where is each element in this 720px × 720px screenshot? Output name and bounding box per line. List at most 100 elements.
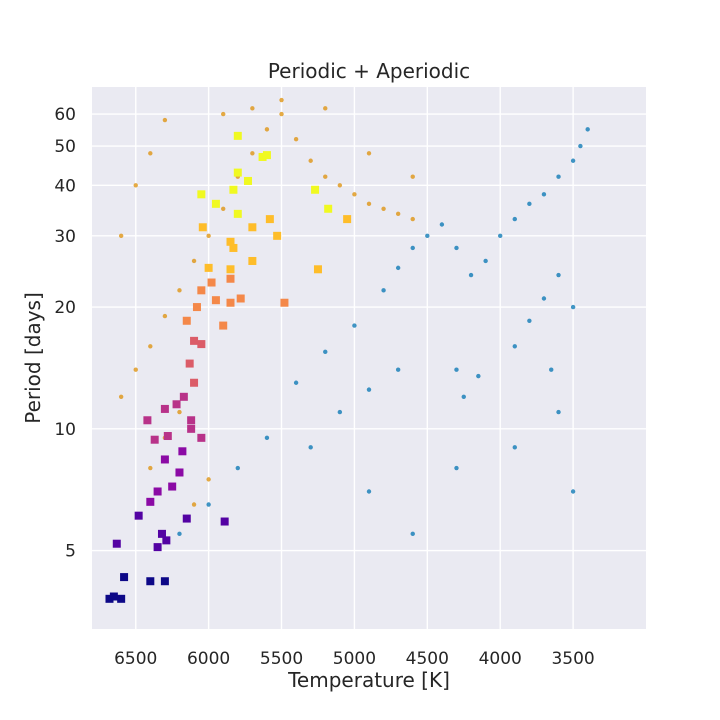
star-marker-square [226, 298, 235, 307]
x-tick-label: 5000 [333, 649, 376, 669]
aperiodic-point [549, 367, 554, 372]
data-points [105, 97, 590, 603]
periodic-point [177, 409, 182, 415]
y-tick-label: 5 [65, 542, 76, 562]
star-marker-square [182, 514, 191, 523]
aperiodic-point [570, 158, 576, 163]
aperiodic-point [570, 304, 576, 310]
star-marker-square [324, 204, 333, 213]
periodic-point [148, 465, 153, 471]
star-marker-square [343, 215, 352, 224]
star-marker-square [190, 378, 199, 387]
periodic-point [191, 258, 197, 264]
periodic-point [221, 111, 226, 117]
aperiodic-point [483, 258, 488, 264]
periodic-point [293, 137, 299, 142]
star-marker-square [105, 594, 114, 603]
y-axis-label: Period [days] [21, 292, 45, 424]
periodic-point [250, 151, 255, 156]
aperiodic-point [425, 233, 430, 239]
aperiodic-point [454, 245, 459, 251]
aperiodic-point [570, 489, 576, 494]
star-marker-square [153, 487, 162, 496]
periodic-point [162, 313, 168, 319]
star-marker-square [112, 539, 121, 548]
aperiodic-point [410, 531, 415, 537]
periodic-point [352, 192, 357, 197]
star-marker-square [117, 594, 126, 603]
x-tick-labels: 6500 6000 5500 5000 4500 4000 3500 [114, 649, 595, 669]
chart-title: Periodic + Aperiodic [268, 59, 470, 83]
x-tick-label: 6500 [114, 649, 157, 669]
star-marker-square [146, 577, 155, 586]
star-marker-square [211, 296, 220, 305]
star-marker-square [187, 424, 196, 433]
star-marker-square [233, 168, 242, 177]
star-marker-square [211, 199, 220, 208]
aperiodic-point [337, 409, 343, 415]
star-marker-square [311, 185, 320, 194]
periodic-point [133, 183, 138, 188]
periodic-point [191, 502, 197, 507]
aperiodic-point [468, 272, 474, 278]
star-marker-square [143, 416, 152, 425]
aperiodic-point [206, 502, 211, 507]
x-tick-label: 4500 [406, 649, 449, 669]
star-marker-square [226, 237, 235, 246]
star-marker-square [162, 536, 171, 545]
star-marker-square [220, 517, 229, 526]
star-marker-square [192, 303, 201, 312]
periodic-point [148, 151, 153, 156]
periodic-point [148, 344, 153, 349]
star-marker-square [219, 321, 228, 330]
aperiodic-point [556, 272, 561, 278]
x-tick-label: 6000 [187, 649, 230, 669]
star-marker-square [146, 497, 155, 506]
aperiodic-point [527, 318, 532, 323]
aperiodic-point [541, 296, 547, 301]
periodic-point [395, 211, 401, 217]
y-tick-label: 40 [54, 176, 76, 196]
aperiodic-point [323, 349, 328, 355]
y-tick-label: 60 [54, 105, 76, 125]
aperiodic-point [578, 143, 583, 149]
periodic-point [162, 117, 168, 123]
aperiodic-point [512, 344, 517, 349]
star-marker-square [197, 190, 206, 199]
periodic-point [133, 367, 138, 372]
periodic-point [366, 151, 372, 156]
star-marker-square [233, 209, 242, 218]
star-marker-square [153, 543, 162, 552]
aperiodic-point [512, 445, 517, 450]
star-marker-square [233, 131, 242, 140]
aperiodic-point [476, 373, 481, 379]
periodic-point [221, 206, 226, 211]
periodic-point [250, 106, 255, 111]
periodic-point [206, 477, 211, 482]
star-marker-square [160, 404, 169, 413]
star-marker-square [229, 243, 238, 252]
aperiodic-point [235, 465, 240, 471]
star-marker-square [258, 152, 267, 161]
star-marker-square [168, 482, 177, 491]
star-marker-square [197, 286, 206, 295]
aperiodic-point [366, 489, 372, 494]
star-marker-square [157, 529, 166, 538]
star-marker-square [172, 400, 181, 409]
periodic-point [323, 106, 328, 111]
star-marker-square [160, 455, 169, 464]
star-marker-square [313, 265, 322, 274]
x-tick-label: 5500 [260, 649, 303, 669]
star-marker-square [248, 223, 257, 232]
star-marker-square [262, 151, 271, 160]
aperiodic-point [395, 367, 401, 372]
periodic-point [206, 233, 211, 239]
periodic-point [279, 97, 284, 103]
aperiodic-point [527, 201, 532, 207]
periodic-point [118, 233, 124, 239]
star-marker-square [204, 263, 213, 272]
star-marker-square [179, 392, 188, 401]
aperiodic-point [585, 127, 590, 132]
star-marker-square [236, 294, 245, 303]
